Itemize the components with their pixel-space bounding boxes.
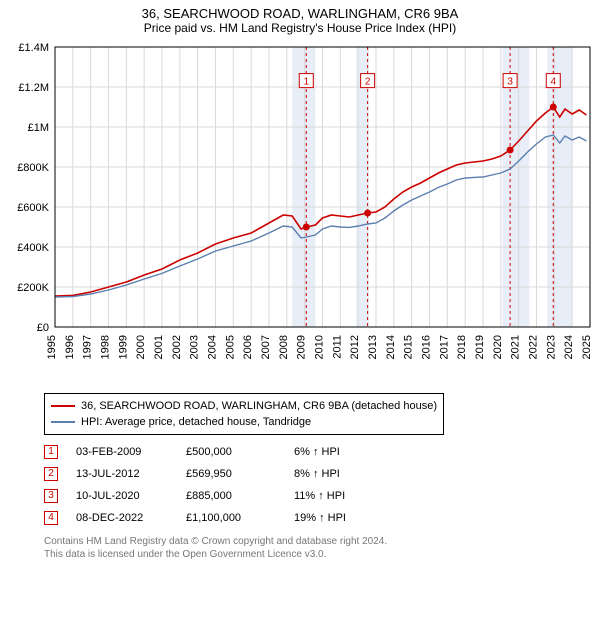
marker-box-icon: 4 [44,511,58,525]
line-chart: £0 £200K £400K £600K £800K £1M £1.2M £1.4M 1995 1… [0,37,600,387]
svg-text:1997: 1997 [82,335,94,359]
svg-text:£1M: £1M [28,122,49,134]
svg-text:2019: 2019 [474,335,486,359]
marker-table: 1 03-FEB-2009 £500,000 6% ↑ HPI 2 13-JUL… [44,441,580,529]
svg-text:2023: 2023 [545,335,557,359]
svg-text:2006: 2006 [242,335,254,359]
svg-text:1995: 1995 [46,335,58,359]
svg-text:£400K: £400K [17,242,49,254]
svg-text:£1.2M: £1.2M [18,82,49,94]
legend-swatch [51,421,75,423]
legend-label: HPI: Average price, detached house, Tand… [81,414,311,430]
svg-text:2011: 2011 [331,335,343,359]
legend-item: 36, SEARCHWOOD ROAD, WARLINGHAM, CR6 9BA… [51,398,437,414]
svg-text:2005: 2005 [224,335,236,359]
marker-date: 10-JUL-2020 [76,485,168,507]
svg-text:2009: 2009 [296,335,308,359]
svg-text:2: 2 [365,77,371,88]
svg-text:£200K: £200K [17,282,49,294]
legend-label: 36, SEARCHWOOD ROAD, WARLINGHAM, CR6 9BA… [81,398,437,414]
marker-pct: 8% ↑ HPI [294,463,384,485]
table-row: 1 03-FEB-2009 £500,000 6% ↑ HPI [44,441,580,463]
svg-text:2003: 2003 [189,335,201,359]
marker-box-icon: 3 [44,489,58,503]
svg-text:2000: 2000 [135,335,147,359]
marker-price: £569,950 [186,463,276,485]
footer-line-1: Contains HM Land Registry data © Crown c… [44,535,580,548]
table-row: 2 13-JUL-2012 £569,950 8% ↑ HPI [44,463,580,485]
svg-text:1: 1 [303,77,309,88]
svg-text:3: 3 [507,77,513,88]
svg-text:2022: 2022 [528,335,540,359]
svg-text:2016: 2016 [421,335,433,359]
marker-price: £1,100,000 [186,507,276,529]
svg-text:£800K: £800K [17,162,49,174]
svg-text:4: 4 [550,77,556,88]
table-row: 4 08-DEC-2022 £1,100,000 19% ↑ HPI [44,507,580,529]
svg-text:£1.4M: £1.4M [18,42,49,54]
svg-text:1999: 1999 [117,335,129,359]
svg-text:2013: 2013 [367,335,379,359]
marker-date: 08-DEC-2022 [76,507,168,529]
chart-container: 36, SEARCHWOOD ROAD, WARLINGHAM, CR6 9BA… [0,0,600,561]
footer-line-2: This data is licensed under the Open Gov… [44,548,580,561]
legend-item: HPI: Average price, detached house, Tand… [51,414,437,430]
svg-text:2008: 2008 [278,335,290,359]
svg-text:1998: 1998 [100,335,112,359]
marker-price: £500,000 [186,441,276,463]
svg-text:2021: 2021 [510,335,522,359]
svg-text:2012: 2012 [349,335,361,359]
svg-text:2004: 2004 [207,335,219,359]
titles: 36, SEARCHWOOD ROAD, WARLINGHAM, CR6 9BA… [0,0,600,37]
marker-box-icon: 1 [44,445,58,459]
svg-text:2014: 2014 [385,335,397,359]
marker-date: 03-FEB-2009 [76,441,168,463]
svg-text:2001: 2001 [153,335,165,359]
marker-date: 13-JUL-2012 [76,463,168,485]
svg-text:2020: 2020 [492,335,504,359]
chart-svg: £0 £200K £400K £600K £800K £1M £1.2M £1.4M 1995 1… [0,37,600,387]
marker-price: £885,000 [186,485,276,507]
legend-swatch [51,405,75,407]
footer: Contains HM Land Registry data © Crown c… [44,535,580,561]
title-line-2: Price paid vs. HM Land Registry's House … [4,21,596,35]
table-row: 3 10-JUL-2020 £885,000 11% ↑ HPI [44,485,580,507]
marker-pct: 6% ↑ HPI [294,441,384,463]
svg-text:2007: 2007 [260,335,272,359]
svg-text:2017: 2017 [438,335,450,359]
marker-pct: 11% ↑ HPI [294,485,384,507]
svg-text:2015: 2015 [403,335,415,359]
marker-box-icon: 2 [44,467,58,481]
svg-text:2025: 2025 [581,335,593,359]
svg-text:2010: 2010 [314,335,326,359]
svg-text:2002: 2002 [171,335,183,359]
svg-text:2018: 2018 [456,335,468,359]
marker-pct: 19% ↑ HPI [294,507,384,529]
title-line-1: 36, SEARCHWOOD ROAD, WARLINGHAM, CR6 9BA [4,6,596,21]
legend: 36, SEARCHWOOD ROAD, WARLINGHAM, CR6 9BA… [44,393,444,435]
svg-text:1996: 1996 [64,335,76,359]
svg-text:£600K: £600K [17,202,49,214]
svg-text:2024: 2024 [563,335,575,359]
svg-text:£0: £0 [37,322,49,334]
